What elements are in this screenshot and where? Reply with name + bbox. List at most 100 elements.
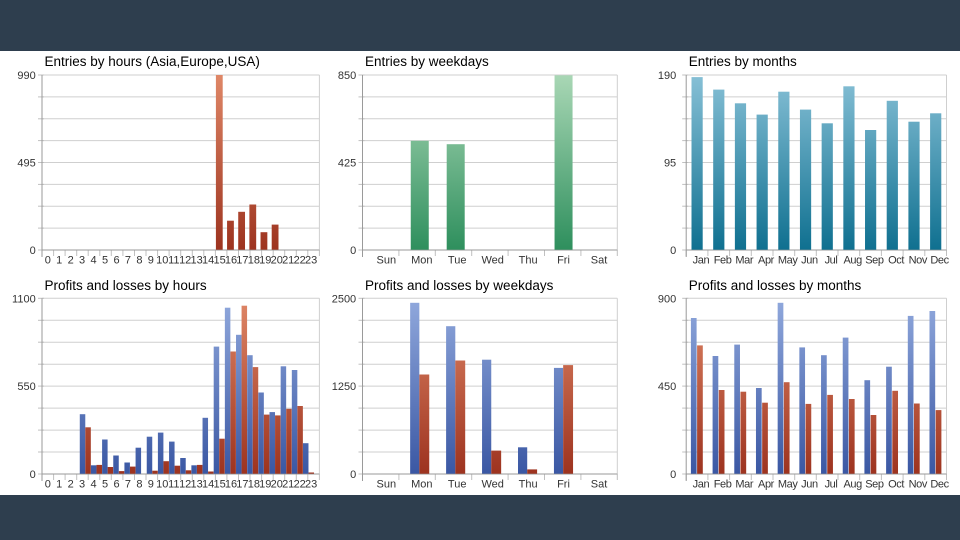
svg-text:18: 18: [248, 255, 260, 267]
svg-text:Tue: Tue: [448, 479, 467, 491]
svg-text:May: May: [778, 255, 798, 267]
svg-text:850: 850: [338, 70, 356, 82]
svg-text:Aug: Aug: [844, 255, 863, 267]
svg-text:Oct: Oct: [888, 479, 904, 491]
svg-text:11: 11: [168, 479, 179, 491]
svg-text:14: 14: [202, 479, 214, 491]
svg-text:6: 6: [113, 479, 119, 491]
svg-text:4: 4: [91, 255, 97, 267]
svg-text:2: 2: [68, 479, 74, 491]
svg-text:Sep: Sep: [865, 479, 884, 491]
svg-text:23: 23: [305, 255, 317, 267]
svg-text:Jan: Jan: [693, 255, 710, 267]
svg-text:Profits and losses by months: Profits and losses by months: [689, 278, 862, 293]
svg-text:8: 8: [136, 255, 142, 267]
svg-text:Entries by weekdays: Entries by weekdays: [365, 54, 489, 69]
svg-text:Jun: Jun: [801, 255, 818, 267]
svg-text:Apr: Apr: [758, 255, 775, 267]
svg-text:Dec: Dec: [930, 479, 949, 491]
svg-text:190: 190: [658, 70, 676, 82]
svg-text:12: 12: [179, 479, 191, 491]
svg-text:Sun: Sun: [377, 479, 397, 491]
svg-text:Entries by months: Entries by months: [689, 54, 797, 69]
svg-text:Feb: Feb: [714, 479, 732, 491]
svg-text:0: 0: [350, 469, 356, 481]
svg-text:Jul: Jul: [825, 479, 838, 491]
svg-text:Mar: Mar: [735, 255, 753, 267]
svg-text:17: 17: [236, 255, 248, 267]
svg-text:5: 5: [102, 255, 108, 267]
svg-text:450: 450: [658, 381, 676, 393]
svg-text:5: 5: [102, 479, 108, 491]
svg-text:9: 9: [148, 255, 154, 267]
svg-text:0: 0: [45, 255, 51, 267]
svg-text:990: 990: [17, 70, 35, 82]
svg-text:23: 23: [305, 479, 317, 491]
svg-text:Nov: Nov: [909, 479, 928, 491]
svg-text:900: 900: [658, 293, 676, 305]
svg-text:16: 16: [225, 479, 237, 491]
svg-text:17: 17: [236, 479, 248, 491]
svg-text:19: 19: [259, 479, 271, 491]
svg-text:Mar: Mar: [735, 479, 753, 491]
svg-text:21: 21: [282, 479, 294, 491]
svg-text:Aug: Aug: [844, 479, 863, 491]
svg-text:Fri: Fri: [557, 255, 570, 267]
svg-text:11: 11: [168, 255, 179, 267]
svg-text:0: 0: [350, 245, 356, 257]
svg-text:Jul: Jul: [825, 255, 838, 267]
svg-text:Jan: Jan: [693, 479, 710, 491]
svg-text:16: 16: [225, 255, 237, 267]
svg-text:20: 20: [271, 255, 283, 267]
svg-text:18: 18: [248, 479, 260, 491]
svg-text:6: 6: [113, 255, 119, 267]
svg-text:Wed: Wed: [481, 255, 503, 267]
svg-text:Jun: Jun: [801, 479, 818, 491]
svg-text:425: 425: [338, 158, 356, 170]
svg-text:10: 10: [156, 479, 168, 491]
svg-text:9: 9: [148, 479, 154, 491]
svg-text:Mon: Mon: [411, 479, 432, 491]
svg-text:14: 14: [202, 255, 214, 267]
svg-text:8: 8: [136, 479, 142, 491]
svg-text:1: 1: [56, 255, 62, 267]
svg-text:Sat: Sat: [591, 479, 608, 491]
svg-text:15: 15: [213, 255, 225, 267]
svg-text:20: 20: [271, 479, 283, 491]
svg-text:21: 21: [282, 255, 294, 267]
svg-text:Mon: Mon: [411, 255, 432, 267]
svg-text:550: 550: [17, 381, 35, 393]
svg-text:2: 2: [68, 255, 74, 267]
svg-text:Sat: Sat: [591, 255, 608, 267]
svg-text:Nov: Nov: [909, 255, 928, 267]
svg-text:495: 495: [17, 158, 35, 170]
svg-text:19: 19: [259, 255, 271, 267]
svg-text:2500: 2500: [332, 293, 356, 305]
svg-text:Feb: Feb: [714, 255, 732, 267]
svg-text:Sep: Sep: [865, 255, 884, 267]
svg-text:Oct: Oct: [888, 255, 904, 267]
svg-text:0: 0: [30, 245, 36, 257]
svg-text:12: 12: [179, 255, 191, 267]
svg-text:13: 13: [190, 479, 202, 491]
svg-text:Entries by hours (Asia,Europe,: Entries by hours (Asia,Europe,USA): [45, 54, 260, 69]
svg-text:13: 13: [190, 255, 202, 267]
svg-text:Profits and losses by weekdays: Profits and losses by weekdays: [365, 278, 554, 293]
svg-text:1250: 1250: [332, 381, 356, 393]
svg-text:0: 0: [45, 479, 51, 491]
svg-text:Tue: Tue: [448, 255, 467, 267]
svg-text:Fri: Fri: [557, 479, 570, 491]
svg-text:Wed: Wed: [481, 479, 503, 491]
svg-text:Sun: Sun: [377, 255, 397, 267]
svg-text:7: 7: [125, 255, 131, 267]
svg-text:95: 95: [664, 158, 676, 170]
svg-text:May: May: [778, 479, 798, 491]
svg-text:22: 22: [294, 479, 306, 491]
svg-text:4: 4: [91, 479, 97, 491]
svg-text:7: 7: [125, 479, 131, 491]
svg-text:15: 15: [213, 479, 225, 491]
svg-text:10: 10: [156, 255, 168, 267]
svg-text:3: 3: [79, 255, 85, 267]
svg-text:22: 22: [294, 255, 306, 267]
svg-text:1: 1: [56, 479, 62, 491]
